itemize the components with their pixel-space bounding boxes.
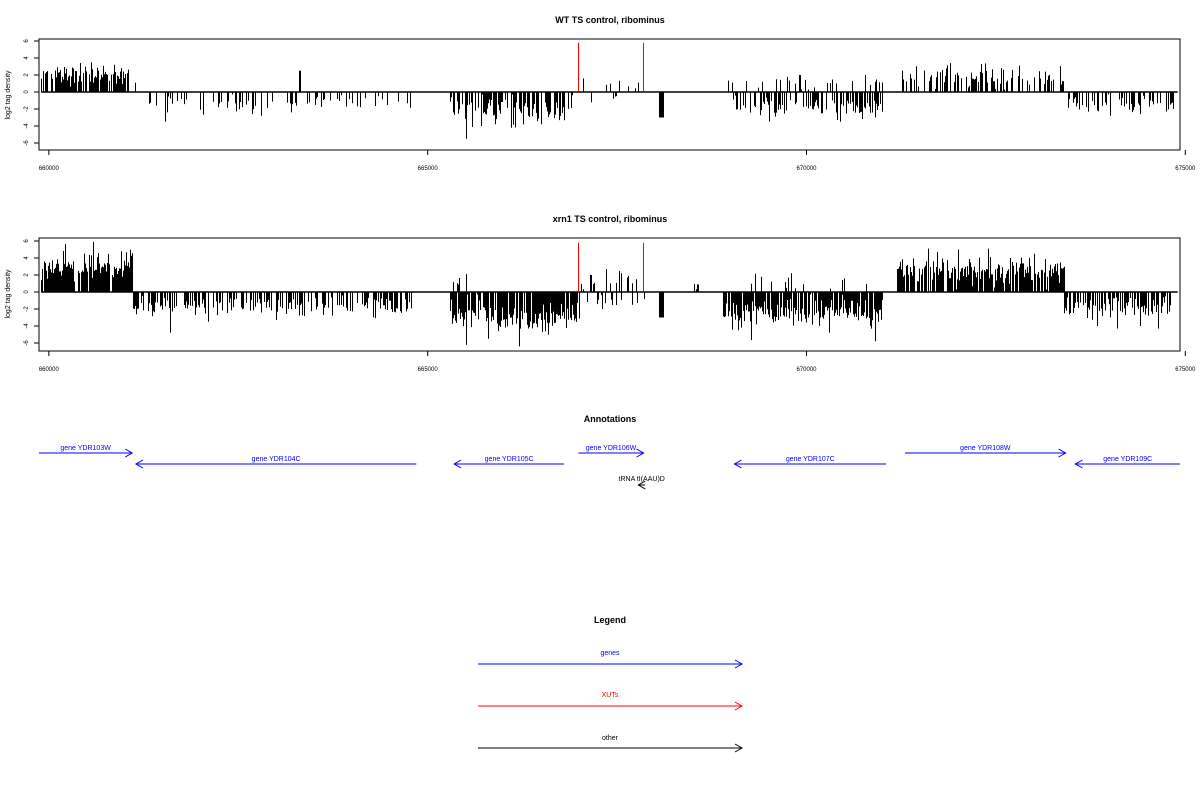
annotation-feature: gene YDR108W xyxy=(904,445,1067,458)
y-tick-label: 6 xyxy=(24,39,30,43)
y-tick-label: 2 xyxy=(24,73,30,77)
feature-label: gene YDR106W xyxy=(586,445,637,452)
y-tick-label: -6 xyxy=(24,140,30,146)
feature-label: tRNA tI(AAU)D xyxy=(619,476,665,483)
wt-ylabel: log2 tag density xyxy=(5,70,12,120)
y-tick-label: 4 xyxy=(24,256,30,260)
y-tick-label: -2 xyxy=(24,106,30,112)
annotations-title: Annotations xyxy=(584,414,637,424)
wt-plot-frame xyxy=(38,38,1181,151)
wt-x-axis: 660000 665000 670000 675000 xyxy=(39,150,1196,172)
feature-label: gene YDR107C xyxy=(786,456,835,463)
x-tick-label: 660000 xyxy=(39,166,60,172)
y-tick-label: -6 xyxy=(24,340,30,346)
feature-label: gene YDR104C xyxy=(252,456,301,463)
x-tick-label: 675000 xyxy=(1175,166,1196,172)
feature-arrowhead xyxy=(637,480,646,490)
legend-other-label: other xyxy=(602,735,619,742)
feature-arrowhead xyxy=(134,459,144,469)
feature-arrowhead xyxy=(1074,459,1083,469)
xrn1-x-axis: 660000 665000 670000 675000 xyxy=(39,351,1196,373)
y-tick-label: -2 xyxy=(24,306,30,312)
y-tick-label: 2 xyxy=(24,273,30,277)
feature-arrowhead xyxy=(124,448,134,458)
annotation-feature: gene YDR109C xyxy=(1074,456,1180,469)
legend-title: Legend xyxy=(594,615,626,625)
xrn1-panel-title: xrn1 TS control, ribominus xyxy=(553,214,668,224)
feature-label: gene YDR108W xyxy=(960,445,1011,452)
xrn1-density-bars xyxy=(41,241,1178,347)
xrn1-y-axis: -6 -4 -2 0 2 4 6 xyxy=(24,239,39,346)
feature-arrowhead xyxy=(453,459,462,469)
feature-label: gene YDR109C xyxy=(1103,456,1152,463)
annotation-feature: gene YDR103W xyxy=(39,445,134,458)
annotation-feature: gene YDR104C xyxy=(134,456,417,469)
x-tick-label: 665000 xyxy=(418,367,439,373)
legend-xuts-label: XUTs xyxy=(602,692,619,699)
legend-other-arrowhead xyxy=(734,743,744,753)
y-tick-label: 0 xyxy=(24,90,30,94)
x-tick-label: 670000 xyxy=(796,367,817,373)
wt-panel: WT TS control, ribominus log2 tag densit… xyxy=(5,15,1196,172)
x-tick-label: 675000 xyxy=(1175,367,1196,373)
feature-arrowhead xyxy=(1058,448,1067,458)
wt-y-axis: -6 -4 -2 0 2 4 6 xyxy=(24,39,39,146)
wt-density-bars xyxy=(41,42,1178,139)
xrn1-ylabel: log2 tag density xyxy=(5,269,12,319)
annotation-feature: tRNA tI(AAU)D xyxy=(619,476,665,490)
x-tick-label: 670000 xyxy=(796,166,817,172)
feature-label: gene YDR105C xyxy=(485,456,534,463)
feature-label: gene YDR103W xyxy=(60,445,111,452)
annotation-feature: gene YDR105C xyxy=(453,456,565,469)
wt-panel-title: WT TS control, ribominus xyxy=(555,15,665,25)
legend-genes-arrowhead xyxy=(734,659,744,669)
xrn1-plot-frame xyxy=(38,237,1181,352)
legend: Legend genes XUTs other xyxy=(478,615,744,753)
y-tick-label: 6 xyxy=(24,239,30,243)
y-tick-label: -4 xyxy=(24,323,30,329)
y-tick-label: 0 xyxy=(24,290,30,294)
feature-arrowhead xyxy=(636,448,645,458)
y-tick-label: -4 xyxy=(24,123,30,129)
x-tick-label: 660000 xyxy=(39,367,60,373)
annotation-feature: gene YDR106W xyxy=(578,445,645,458)
x-tick-label: 665000 xyxy=(418,166,439,172)
legend-genes-label: genes xyxy=(600,650,620,657)
annotation-features: gene YDR103W gene YDR104C gene YDR105C gene… xyxy=(39,445,1180,490)
annotation-feature: gene YDR107C xyxy=(733,456,887,469)
y-tick-label: 4 xyxy=(24,56,30,60)
xrn1-panel: xrn1 TS control, ribominus log2 tag dens… xyxy=(5,214,1196,373)
legend-xuts-arrowhead xyxy=(734,701,744,711)
feature-arrowhead xyxy=(733,459,742,469)
